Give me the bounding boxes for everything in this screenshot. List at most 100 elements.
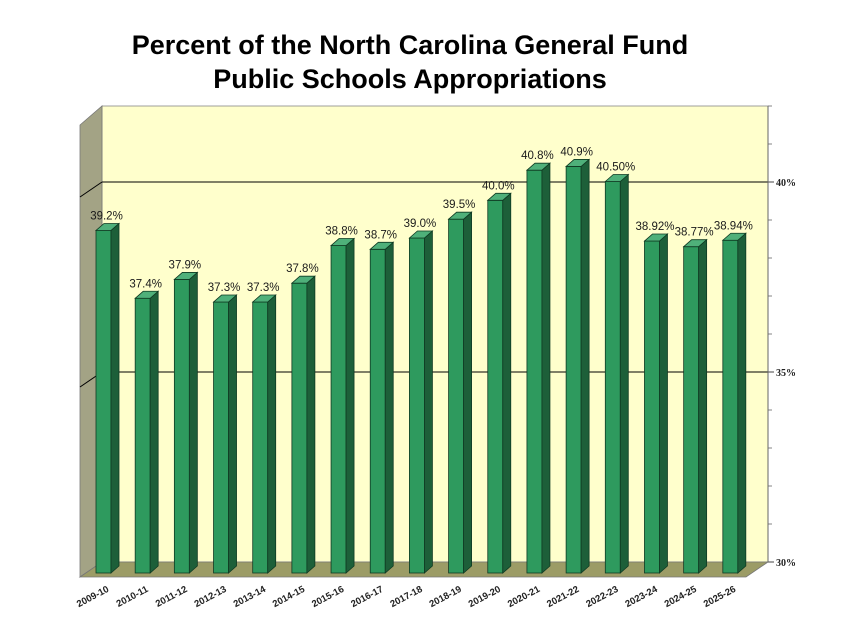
data-label-2012-13: 37.3% [208,282,241,294]
bar-2025-26 [721,232,747,574]
data-label-2016-17: 38.7% [364,229,397,241]
bar-side-2019-20 [502,192,512,574]
x-tick-label-2014-15: 2014-15 [271,584,308,610]
bar-side-2013-14 [267,294,277,574]
gridline-side-40 [79,181,103,198]
bar-side-2014-15 [306,275,316,574]
chart-data-labels: 39.2% 37.4% 37.9% 37.3% 37.3% 37.8% 38.8% 38.7%… [90,146,753,294]
data-label-2011-12: 37.9% [169,259,202,271]
x-axis: 2009-10 2010-11 2011-12 2012-13 2013-14 2014-… [75,584,738,610]
chart-title-line-1: Percent of the North Carolina General Fu… [131,30,689,60]
bar-side-2011-12 [188,271,198,574]
bar-front-2022-23 [604,181,621,574]
y-axis: 30% 35% 40% [767,105,796,569]
bar-top-2013-14 [251,294,277,303]
chart-title: Percent of the North Carolina General Fu… [0,28,820,96]
data-label-2020-21: 40.8% [521,150,554,162]
bar-side-2018-19 [463,211,472,574]
bar-top-2012-13 [212,294,238,303]
bar-top-2015-16 [329,238,356,246]
bar-front-2021-22 [565,166,582,574]
bar-side-2022-23 [619,173,629,574]
x-tick-label-2012-13: 2012-13 [193,584,229,610]
y-tick-label-30: 30% [776,558,796,569]
data-label-2024-25: 38.77% [675,227,714,239]
bar-2009-10 [94,222,121,574]
x-tick-label-2017-18: 2017-18 [388,584,424,610]
bar-top-2010-11 [134,290,160,299]
bar-top-2016-17 [369,241,395,250]
bar-side-2020-21 [541,162,551,574]
data-label-2014-15: 37.8% [286,263,319,275]
x-tick-label-2009-10: 2009-10 [75,584,111,610]
bar-front-2017-18 [409,237,425,574]
x-tick-label-2015-16: 2015-16 [310,584,346,610]
data-label-2025-26: 38.94% [714,220,753,232]
x-tick-label-2025-26: 2025-26 [702,584,738,610]
bar-top-2025-26 [721,232,747,241]
bar-top-2018-19 [447,211,473,220]
bar-2020-21 [525,162,552,574]
x-tick-label-2016-17: 2016-17 [349,584,385,610]
y-tick-label-35: 35% [776,368,796,379]
bar-2016-17 [369,241,395,574]
bar-2012-13 [212,294,238,574]
data-label-2017-18: 39.0% [404,218,437,230]
bar-2011-12 [173,271,199,574]
bar-2024-25 [682,238,708,574]
bar-2014-15 [290,275,316,574]
chart-bars [94,158,747,574]
bar-side-2016-17 [384,241,394,574]
bar-top-2022-23 [604,174,630,182]
bar-top-2020-21 [525,162,552,171]
chart-title-line-2: Public Schools Appropriations [213,64,607,94]
bar-front-2024-25 [683,246,700,574]
data-label-2013-14: 37.3% [247,282,280,294]
bar-front-2019-20 [487,199,504,574]
bar-2022-23 [604,173,630,574]
bar-top-2023-24 [643,233,669,242]
bar-top-2011-12 [173,272,199,280]
bar-top-2014-15 [290,275,316,284]
data-label-2022-23: 40.50% [596,162,635,174]
bar-side-2017-18 [424,230,433,574]
bar-front-2010-11 [134,297,151,574]
bar-2018-19 [447,211,473,574]
bar-side-2023-24 [659,233,668,574]
bar-side-2021-22 [580,158,590,574]
x-tick-label-2013-14: 2013-14 [232,584,269,610]
x-tick-label-2019-20: 2019-20 [467,584,503,610]
bar-side-2024-25 [698,238,708,574]
bar-top-2021-22 [565,159,591,167]
x-tick-label-2023-24: 2023-24 [624,584,661,610]
bar-side-2009-10 [110,222,120,574]
bar-front-2023-24 [644,240,660,574]
y-tick-label-40: 40% [776,178,796,189]
bar-front-2025-26 [722,239,739,574]
bar-front-2011-12 [173,279,190,574]
x-tick-label-2022-23: 2022-23 [584,584,620,610]
bar-front-2009-10 [95,230,112,574]
x-tick-label-2011-12: 2011-12 [154,584,189,610]
bar-front-2016-17 [369,248,386,574]
bar-top-2024-25 [682,239,708,248]
bar-front-2015-16 [330,245,347,574]
data-label-2010-11: 37.4% [129,278,162,290]
bar-2021-22 [565,158,591,574]
bar-front-2012-13 [213,301,229,574]
bar-2017-18 [408,230,434,574]
bar-2015-16 [329,237,356,574]
bar-2010-11 [134,290,160,574]
data-label-2015-16: 38.8% [325,226,358,238]
x-tick-label-2024-25: 2024-25 [663,584,700,610]
bar-front-2018-19 [448,218,464,574]
data-label-2019-20: 40.0% [482,180,515,192]
bar-side-2010-11 [149,290,159,574]
bar-side-2025-26 [737,232,747,574]
bar-2013-14 [251,294,277,574]
data-label-2018-19: 39.5% [443,199,476,211]
bar-2023-24 [643,233,669,574]
bar-top-2017-18 [408,230,434,239]
x-tick-label-2020-21: 2020-21 [506,584,543,610]
